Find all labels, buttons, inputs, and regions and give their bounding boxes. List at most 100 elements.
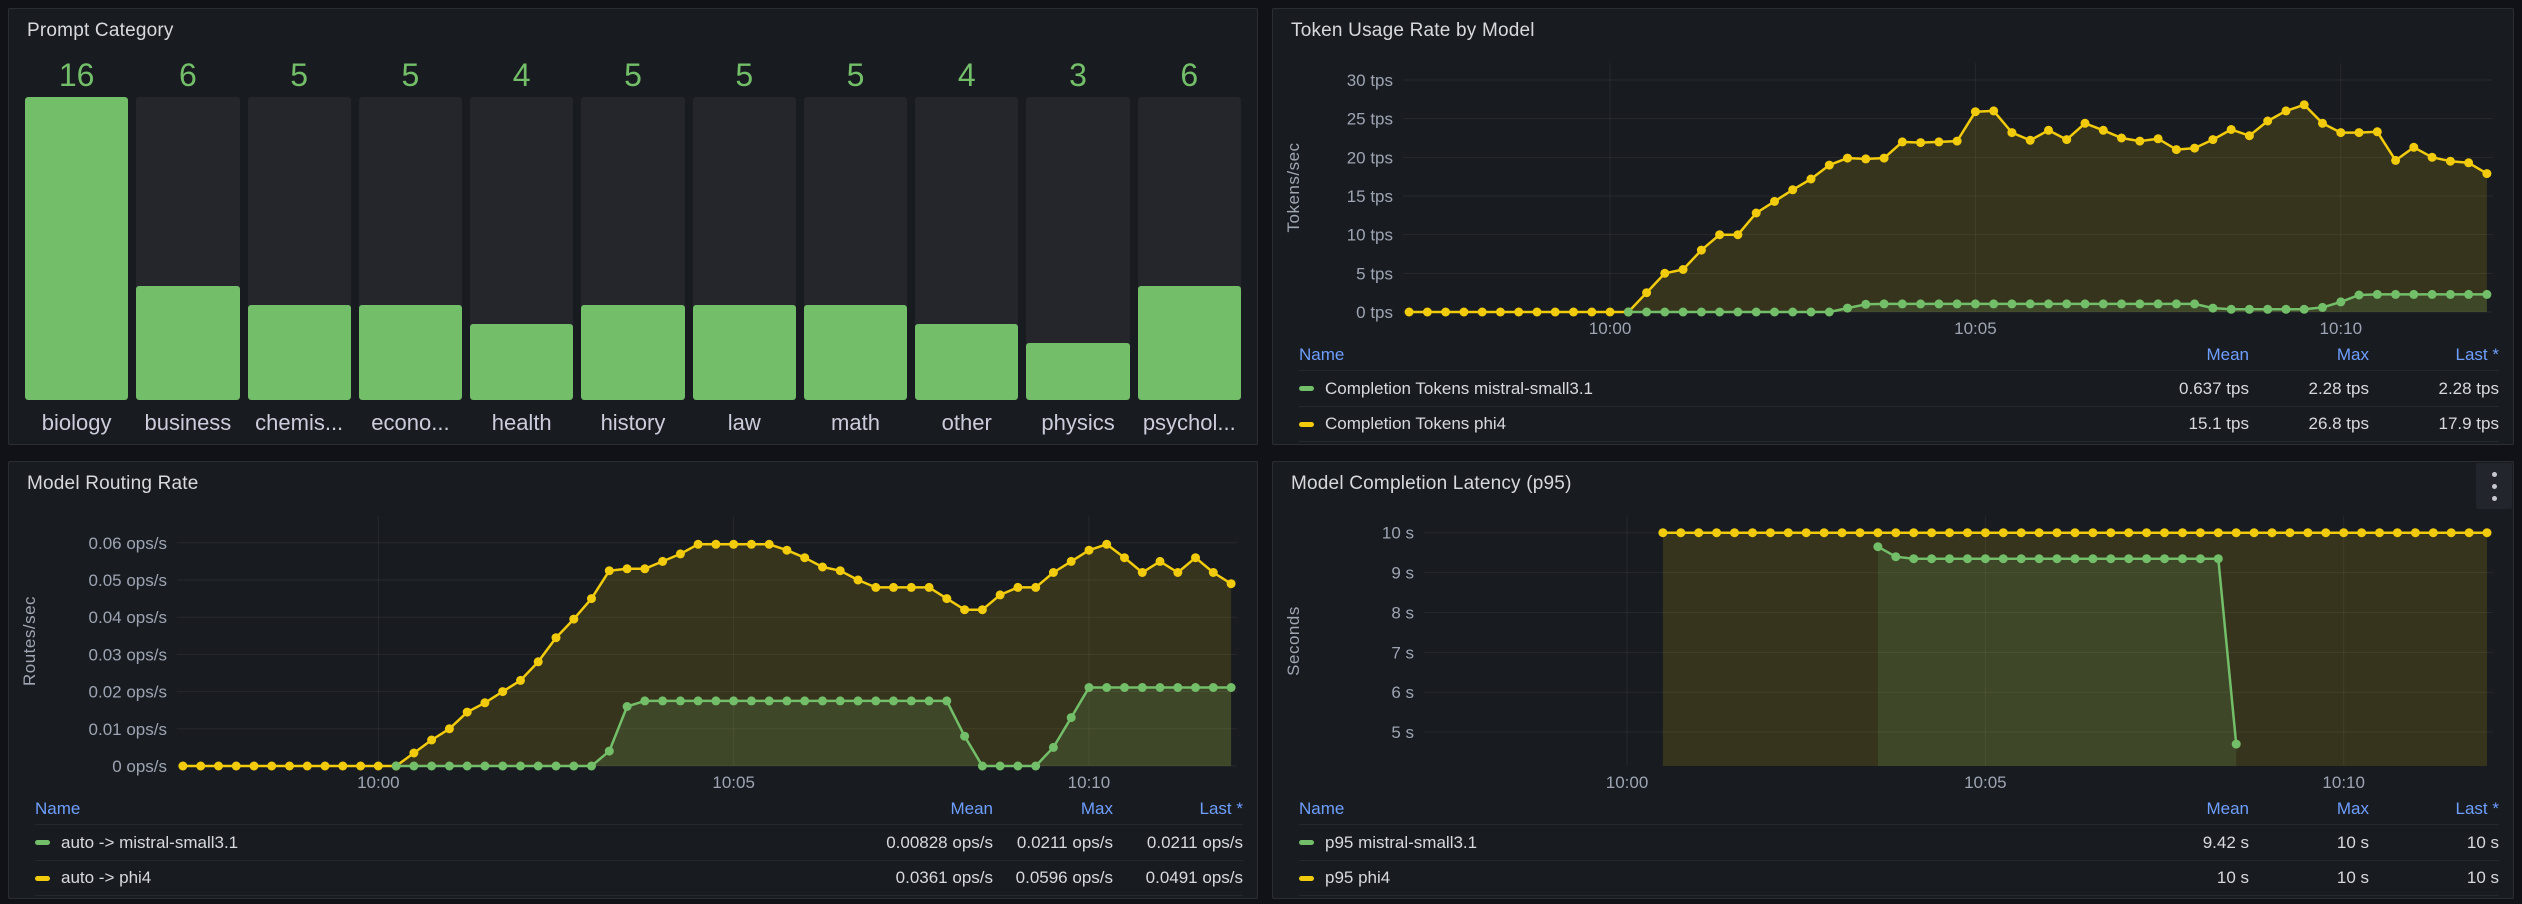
legend-header-max[interactable]: Max [2336,799,2369,818]
legend-header-row: Name Mean Max Last * [35,794,1243,824]
series-point [1770,196,1779,206]
series-point [2213,528,2223,538]
series-point [1824,160,1834,170]
y-axis-tick-label: 15 tps [1347,187,1393,206]
series-point [640,564,650,574]
series-point [1459,307,1469,317]
series-point [1226,683,1236,692]
series-point [2190,299,2200,309]
legend-header-name[interactable]: Name [1299,799,1345,818]
series-point [2357,528,2367,538]
y-axis-tick-label: 6 s [1391,683,1414,702]
series-point [1031,761,1041,771]
series-point [1998,554,2008,564]
series-point [729,539,739,549]
legend-stat-max: 0.0596 ops/s [1015,868,1113,887]
series-point [2195,554,2205,564]
series-point [1550,307,1560,317]
series-point [1660,268,1670,278]
series-point [1916,138,1926,148]
series-point [444,761,454,771]
panel-header[interactable]: Token Usage Rate by Model [1273,9,2513,53]
series-point [1963,528,1972,538]
series-point [1934,137,1944,147]
series-point [2409,142,2419,152]
y-axis-tick-label: 0.05 ops/s [89,571,167,590]
series-point [2299,304,2309,314]
series-point [1788,185,1798,195]
series-point [1861,299,1871,309]
series-point [1730,528,1739,538]
legend-series-name[interactable]: Completion Tokens phi4 [1299,414,2099,434]
series-point [1751,307,1761,317]
series-point [2016,528,2026,538]
bar-track [136,97,240,400]
series-point [2153,299,2163,309]
panel-header[interactable]: Prompt Category [9,9,1257,53]
series-point [1843,303,1852,313]
legend-item: auto -> mistral-small3.1 0.00828 ops/s 0.0… [35,824,1243,860]
y-axis-tick-label: 10 s [1382,524,1414,543]
panel-menu-button[interactable] [2476,463,2512,509]
series-point [178,761,188,771]
legend-stat-max: 10 s [2336,868,2369,887]
series-point [711,539,721,549]
legend-header-max[interactable]: Max [1080,799,1113,818]
series-point [1927,528,1937,538]
series-point [1404,307,1414,317]
series-point [516,761,525,771]
series-point [2281,106,2291,116]
legend-header-last[interactable]: Last * [1199,799,1243,818]
series-point [1137,683,1147,692]
series-fill [1409,104,2487,312]
series-point [2464,158,2474,168]
legend-series-name[interactable]: p95 mistral-small3.1 [1299,833,2099,853]
legend-header-name[interactable]: Name [1299,345,1345,364]
bar-track [358,97,463,400]
series-point [889,696,898,706]
series-point [2445,289,2455,299]
series-point [658,696,668,706]
series-point [1927,554,1937,564]
legend-header-last[interactable]: Last * [2455,799,2499,818]
legend-header-mean[interactable]: Mean [2206,799,2249,818]
legend-header-name[interactable]: Name [35,799,81,818]
series-point [1678,307,1688,317]
series-point [1909,528,1919,538]
series-point [1998,528,2008,538]
series-point [1066,556,1076,566]
series-point [746,696,756,706]
series-point [693,696,703,706]
series-point [2034,528,2044,538]
panel-title: Token Usage Rate by Model [1291,20,1535,41]
x-axis-tick-label: 10:00 [1606,773,1649,792]
series-point [373,761,383,771]
series-point [409,748,419,758]
legend-series-name[interactable]: p95 phi4 [1299,868,2099,888]
series-point [1514,307,1524,317]
series-point [924,696,934,706]
series-point [1102,539,1112,549]
legend-header-max[interactable]: Max [2336,345,2369,364]
legend-header-last[interactable]: Last * [2455,345,2499,364]
legend-series-name[interactable]: Completion Tokens mistral-small3.1 [1299,379,2099,399]
legend-stat-mean: 9.42 s [2202,832,2249,852]
series-point [1934,299,1944,309]
panel-header[interactable]: Model Completion Latency (p95) [1273,462,2513,506]
bar-category-label: econo... [371,410,450,435]
series-point [2244,131,2254,141]
x-axis-tick-label: 10:05 [1964,773,2007,792]
legend-header-mean[interactable]: Mean [2206,345,2249,364]
series-point [2299,100,2309,110]
series-point [1748,528,1757,538]
panel-header[interactable]: Model Routing Rate [9,462,1257,506]
legend-header-mean[interactable]: Mean [950,799,993,818]
series-point [1696,245,1706,255]
legend-stat-mean: 15.1 tps [2188,414,2250,433]
series-point [1879,153,1889,163]
legend-stat-max: 0.0211 ops/s [1016,832,1113,852]
legend-series-name[interactable]: auto -> mistral-small3.1 [35,833,843,853]
series-point [2263,116,2273,126]
legend-series-name[interactable]: auto -> phi4 [35,868,843,888]
